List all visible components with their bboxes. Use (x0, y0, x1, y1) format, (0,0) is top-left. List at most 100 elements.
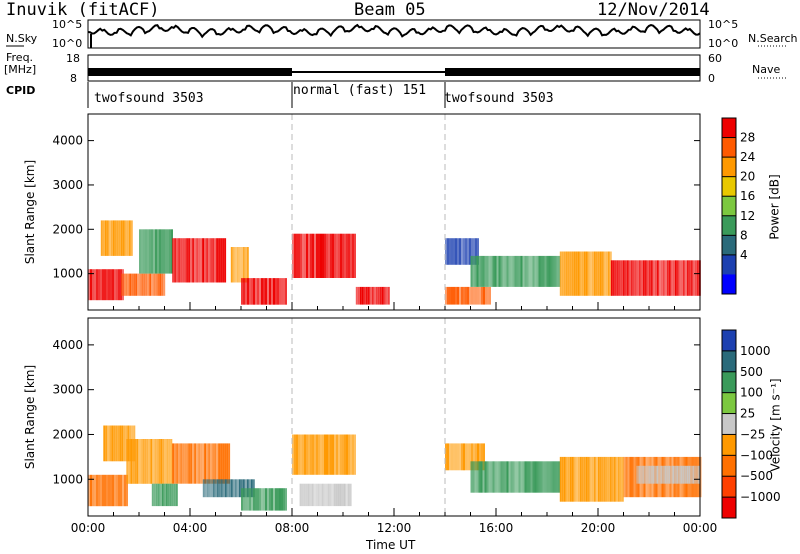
velocity-cell-column (475, 443, 477, 471)
power-cell-column (357, 286, 360, 305)
power-cell-column (112, 220, 115, 256)
power-cell-column (506, 255, 509, 287)
power-cell-column (104, 220, 107, 256)
power-cell-column (238, 247, 241, 283)
velocity-cell-column (124, 474, 126, 507)
power-colorbar-tick-label: 16 (740, 189, 755, 203)
velocity-cell-column (538, 461, 541, 493)
power-cell-column (504, 255, 507, 287)
power-cell-column (141, 273, 144, 296)
power-cell-column (124, 220, 127, 256)
power-colorbar-tick-label: 28 (740, 131, 755, 145)
velocity-cell-column (662, 465, 665, 484)
power-colorbar-tick-label: 8 (740, 228, 748, 242)
power-cell-column (556, 255, 559, 287)
velocity-cell-column (255, 488, 257, 511)
velocity-ytick-label: 3000 (52, 383, 83, 397)
velocity-cell-column (296, 434, 298, 475)
power-cell-column (114, 220, 117, 256)
power-cell-column (104, 269, 106, 301)
velocity-cell-column (556, 461, 559, 493)
power-cell-column (126, 220, 129, 256)
velocity-cell-column (108, 474, 110, 507)
power-cell-column (605, 251, 608, 296)
power-cell-column (244, 247, 247, 283)
velocity-cell-column (103, 425, 106, 462)
velocity-colorbar-tick-label: −25 (740, 427, 765, 441)
velocity-cell-column (169, 483, 172, 507)
power-cell-column (542, 255, 545, 287)
power-cell-column (159, 229, 161, 274)
power-cell-column (636, 260, 639, 296)
velocity-cell-column (512, 461, 515, 493)
power-cell-column (342, 233, 344, 278)
power-cell-column (461, 286, 463, 305)
power-cell-column (559, 251, 562, 296)
velocity-cell-column (656, 465, 659, 484)
power-cell-column (281, 278, 283, 305)
power-cell-column (644, 260, 647, 296)
power-cell-column (524, 255, 527, 287)
velocity-ytick-label: 4000 (52, 338, 83, 352)
power-cell-column (563, 251, 566, 296)
velocity-cell-column (331, 483, 334, 507)
cpid-segment-1: twofsound 3503 (94, 91, 204, 106)
velocity-cell-column (451, 443, 453, 471)
velocity-cell-column (354, 434, 356, 475)
x-axis-label: Time UT (366, 538, 416, 552)
velocity-cell-column (303, 483, 306, 507)
power-cell-column (255, 278, 257, 305)
x-tick-label: 08:00 (275, 521, 310, 535)
velocity-cell-column (536, 461, 539, 493)
velocity-cell-column (184, 443, 187, 484)
velocity-cell-column (524, 461, 527, 493)
freq-tick-bottom: 8 (70, 72, 77, 85)
velocity-cell-column (480, 461, 483, 493)
velocity-cell-column (200, 443, 203, 484)
power-cell-column (510, 255, 513, 287)
power-cell-column (664, 260, 667, 296)
velocity-cell-column (128, 439, 131, 484)
power-cell-column (455, 238, 457, 265)
velocity-cell-column (636, 465, 639, 484)
power-cell-column (479, 286, 481, 305)
velocity-cell-column (174, 443, 177, 484)
cpid-segment-2: normal (fast) 151 (293, 83, 427, 98)
power-cell-column (381, 286, 384, 305)
power-cell-column (298, 233, 300, 278)
velocity-cell-column (474, 461, 477, 493)
freq-label: Freq. (6, 51, 34, 64)
velocity-cell-column (166, 439, 169, 484)
velocity-cell-column (320, 434, 322, 475)
power-cell-column (275, 278, 277, 305)
power-cell-column (354, 233, 356, 278)
power-cell-column (459, 238, 461, 265)
velocity-cell-column (504, 461, 507, 493)
freq-tick-top: 18 (66, 52, 80, 65)
power-cell-column (163, 273, 166, 296)
velocity-cell-column (107, 425, 110, 462)
velocity-cell-column (698, 465, 701, 484)
velocity-cell-column (680, 465, 683, 484)
power-cell-column (528, 255, 531, 287)
velocity-cell-column (472, 461, 475, 493)
power-cell-column (540, 255, 543, 287)
velocity-cell-column (605, 456, 608, 502)
velocity-cell-column (520, 461, 523, 493)
velocity-cell-column (676, 465, 679, 484)
velocity-cell-column (294, 434, 296, 475)
velocity-cell-column (323, 483, 326, 507)
power-cell-column (196, 238, 199, 283)
power-cell-column (121, 273, 124, 296)
velocity-cell-column (267, 488, 269, 511)
velocity-cell-column (579, 456, 582, 502)
power-cell-column (494, 255, 497, 287)
power-cell-column (500, 255, 503, 287)
power-cell-column (346, 233, 348, 278)
velocity-cell-column (118, 474, 120, 507)
power-cell-column (474, 255, 477, 287)
power-cell-column (489, 286, 491, 305)
velocity-cell-column (138, 439, 141, 484)
velocity-cell-column (257, 488, 259, 511)
velocity-colorbar-swatch (722, 371, 736, 394)
